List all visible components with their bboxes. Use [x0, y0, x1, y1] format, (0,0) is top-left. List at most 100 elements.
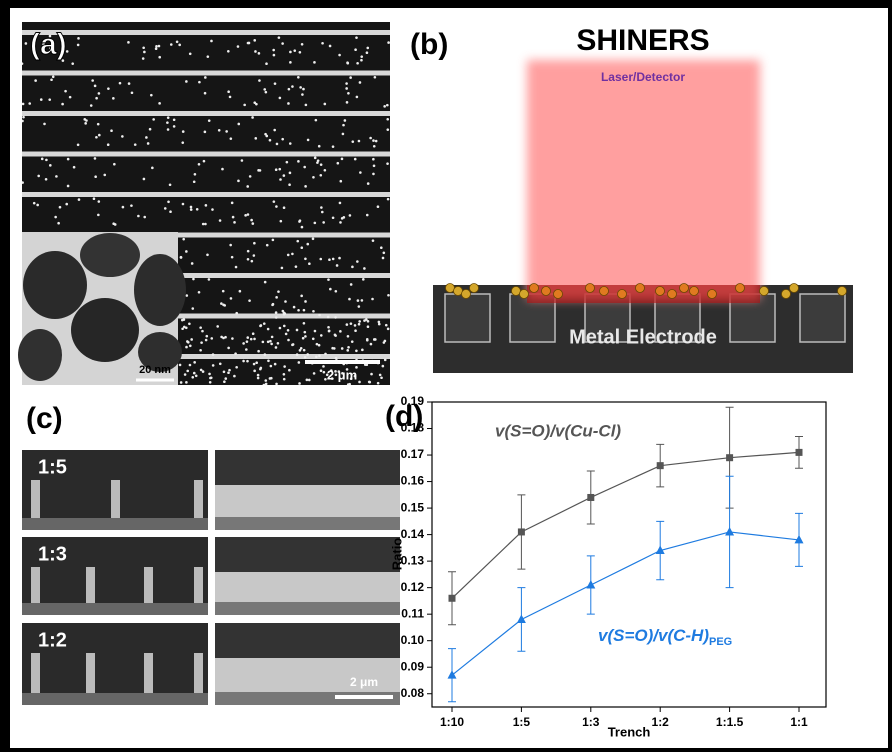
nanoparticle	[782, 290, 791, 299]
particle	[284, 300, 287, 303]
particle	[227, 347, 230, 350]
particle	[387, 41, 390, 44]
particle	[375, 140, 378, 143]
particle	[283, 373, 286, 376]
particle	[199, 349, 202, 352]
particle	[281, 267, 284, 270]
particle	[254, 137, 257, 140]
particle	[347, 335, 350, 338]
particle	[297, 76, 300, 79]
particle	[181, 141, 184, 144]
particle	[360, 59, 363, 62]
particle	[237, 180, 240, 183]
particle	[278, 168, 281, 171]
particle	[231, 256, 234, 259]
particle	[334, 316, 337, 319]
particle	[98, 92, 101, 95]
particle	[335, 290, 338, 293]
particle	[354, 48, 357, 51]
particle	[335, 357, 338, 360]
particle	[155, 47, 158, 50]
particle	[259, 368, 262, 371]
particle	[219, 362, 222, 365]
particle	[358, 381, 361, 384]
particle	[301, 226, 304, 229]
particle	[253, 242, 256, 245]
legend-subscript: PEG	[709, 636, 732, 648]
particle	[272, 49, 275, 52]
particle	[314, 157, 317, 160]
particle	[22, 103, 25, 106]
particle	[180, 256, 183, 259]
particle	[33, 202, 36, 205]
trench	[445, 294, 490, 342]
particle	[354, 329, 357, 332]
particle	[275, 205, 278, 208]
particle	[387, 198, 390, 201]
particle	[243, 104, 246, 107]
particle	[303, 166, 306, 169]
particle	[231, 202, 234, 205]
particle	[253, 39, 256, 42]
particle	[224, 336, 227, 339]
marker	[449, 595, 456, 602]
particle	[127, 41, 130, 44]
particle	[166, 121, 169, 124]
particle	[244, 214, 247, 217]
particle	[232, 216, 235, 219]
particle	[332, 258, 335, 261]
particle	[295, 265, 298, 268]
particle	[265, 91, 268, 94]
particle	[299, 51, 302, 54]
particle	[249, 175, 252, 178]
particle	[327, 316, 330, 319]
particle	[270, 377, 273, 380]
particle	[307, 139, 310, 142]
particle	[169, 183, 172, 186]
particle	[167, 200, 170, 203]
particle	[247, 250, 250, 253]
particle	[269, 139, 272, 142]
particle	[373, 165, 376, 168]
pillar	[111, 480, 120, 520]
particle	[277, 342, 280, 345]
particle	[312, 176, 315, 179]
particle	[200, 341, 203, 344]
particle	[329, 45, 332, 48]
base	[215, 517, 400, 530]
ridge	[22, 152, 390, 157]
particle	[372, 173, 375, 176]
particle	[387, 328, 390, 331]
particle	[319, 174, 322, 177]
pillar	[86, 567, 95, 605]
particle	[291, 253, 294, 256]
y-tick-label: 0.19	[401, 394, 425, 408]
particle	[202, 223, 205, 226]
particle	[329, 288, 332, 291]
particle	[369, 137, 372, 140]
particle	[267, 340, 270, 343]
particle	[281, 42, 284, 45]
particle	[265, 62, 268, 65]
particle	[95, 136, 98, 139]
particle	[253, 363, 256, 366]
particle	[339, 202, 342, 205]
particle	[347, 92, 350, 95]
particle	[356, 96, 359, 99]
particle	[320, 334, 323, 337]
particle	[349, 76, 352, 79]
x-tick-label: 1:10	[440, 715, 464, 729]
particle	[312, 237, 315, 240]
particle	[341, 158, 344, 161]
particle	[41, 158, 44, 161]
particle	[248, 42, 251, 45]
particle	[191, 262, 194, 265]
particle	[184, 373, 187, 376]
particle	[45, 159, 48, 162]
particle	[207, 55, 210, 58]
y-tick-label: 0.08	[401, 686, 425, 700]
particle	[313, 372, 316, 375]
particle	[246, 336, 249, 339]
particle	[203, 160, 206, 163]
particle	[188, 322, 191, 325]
